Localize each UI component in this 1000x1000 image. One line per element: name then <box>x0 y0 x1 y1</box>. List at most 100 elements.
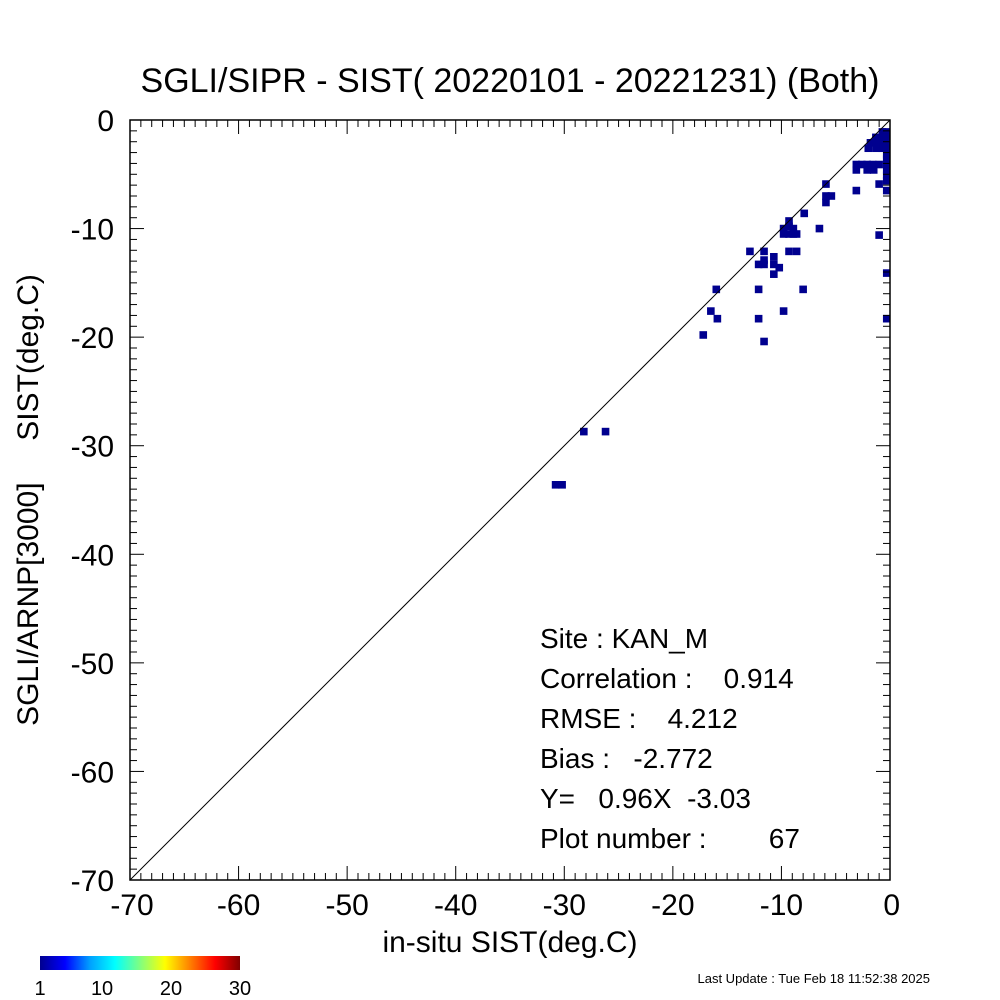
one-to-one-line <box>129 119 891 881</box>
density-cell <box>866 139 875 147</box>
density-cell <box>878 128 887 136</box>
annotation-line: Y= 0.96X -3.03 <box>540 783 751 814</box>
x-tick-label: -70 <box>110 889 153 922</box>
density-cell <box>882 171 890 180</box>
x-tick-label: -20 <box>651 889 694 922</box>
annotation-line: Bias : -2.772 <box>540 743 713 774</box>
density-cell <box>792 247 801 256</box>
density-cell <box>785 247 793 256</box>
density-cell <box>754 260 763 269</box>
statistics-annotations: Site : KAN_M Correlation : 0.914 RMSE : 4.… <box>540 623 800 854</box>
density-cell <box>770 253 778 261</box>
annotation-line: Correlation : 0.914 <box>540 663 794 694</box>
density-cell <box>779 307 788 315</box>
y-tick-label: -20 <box>71 322 114 355</box>
density-cell <box>852 186 861 195</box>
colorbar-tick-label: 1 <box>34 978 45 1000</box>
density-cell <box>785 222 793 231</box>
colorbar-tick-label: 30 <box>229 978 251 1000</box>
density-cell <box>852 166 861 174</box>
y-tick-label: -40 <box>71 539 114 572</box>
density-cell <box>822 198 830 207</box>
last-update-text: Last Update : Tue Feb 18 11:52:38 2025 <box>698 971 931 986</box>
density-cell <box>712 285 721 294</box>
density-cells <box>551 128 890 489</box>
density-cell <box>785 230 793 238</box>
density-cell <box>882 186 890 195</box>
density-cell <box>779 230 788 238</box>
density-cell <box>878 139 887 147</box>
density-cell <box>878 133 887 142</box>
density-cell <box>875 180 883 188</box>
density-cell <box>800 209 809 218</box>
x-tick-label: -50 <box>325 889 368 922</box>
density-cell <box>882 269 890 277</box>
density-cell <box>882 166 890 174</box>
annotation-line: RMSE : 4.212 <box>540 703 738 734</box>
colorbar-tick-labels: 1 10 20 30 <box>34 978 251 1000</box>
density-cell <box>882 150 890 159</box>
x-tick-label: -60 <box>217 889 260 922</box>
density-cell <box>878 144 887 153</box>
density-cell <box>882 133 890 142</box>
y-tick-label: -10 <box>71 214 114 247</box>
density-cell <box>754 314 763 323</box>
density-cell <box>882 139 890 147</box>
density-cell <box>699 331 708 339</box>
annotation-line: Site : KAN_M <box>540 623 708 654</box>
axis-ticks <box>129 119 891 881</box>
density-cell <box>857 160 866 169</box>
density-cell <box>789 224 798 233</box>
density-cell <box>779 224 788 233</box>
y-tick-labels: -70 -60 -50 -40 -30 -20 -10 0 <box>71 105 114 898</box>
colorbar-tick-label: 20 <box>160 978 182 1000</box>
density-cell <box>863 160 871 169</box>
density-cell <box>760 256 768 264</box>
density-cell <box>707 307 715 315</box>
x-tick-labels: -70 -60 -50 -40 -30 -20 -10 0 <box>110 889 900 922</box>
y-tick-label: -50 <box>71 648 114 681</box>
x-tick-label: -40 <box>434 889 477 922</box>
y-tick-label: -60 <box>71 756 114 789</box>
y-tick-label: -70 <box>71 865 114 898</box>
density-cell <box>882 155 890 163</box>
density-cell <box>863 166 871 174</box>
density-cell <box>580 427 588 436</box>
density-cell <box>869 166 878 174</box>
density-cell <box>868 160 877 169</box>
density-cell <box>882 177 890 185</box>
density-cell <box>875 231 883 239</box>
density-cell <box>770 270 778 278</box>
chart-title: SGLI/SIPR - SIST( 20220101 - 20221231) (… <box>141 62 880 100</box>
y-tick-label: -30 <box>71 431 114 464</box>
x-tick-label: -10 <box>760 889 803 922</box>
density-cell <box>815 224 824 233</box>
density-cell <box>875 160 883 169</box>
density-cell <box>799 285 807 294</box>
y-axis-label: SGLI/ARNP[3000] SIST(deg.C) <box>12 274 45 726</box>
density-cell <box>872 133 880 142</box>
density-cell <box>822 192 830 200</box>
density-cell <box>882 314 890 323</box>
density-cell <box>746 247 754 256</box>
density-cell <box>864 144 873 153</box>
density-cell <box>872 139 880 147</box>
density-cell <box>551 481 560 489</box>
x-tick-label: 0 <box>883 889 900 922</box>
density-cell <box>882 160 890 169</box>
density-cell <box>852 160 861 169</box>
x-axis-label: in-situ SIST(deg.C) <box>382 926 637 959</box>
density-cell <box>792 230 801 238</box>
density-cell <box>827 192 836 200</box>
density-cell <box>760 337 768 346</box>
density-cell <box>601 427 610 436</box>
colorbar-tick-label: 10 <box>91 978 113 1000</box>
density-cell <box>558 481 566 489</box>
density-cell <box>754 285 763 294</box>
density-cell <box>882 128 890 136</box>
density-cell <box>760 247 768 256</box>
x-tick-label: -30 <box>543 889 586 922</box>
density-cell <box>882 144 890 153</box>
density-cell <box>775 263 784 272</box>
